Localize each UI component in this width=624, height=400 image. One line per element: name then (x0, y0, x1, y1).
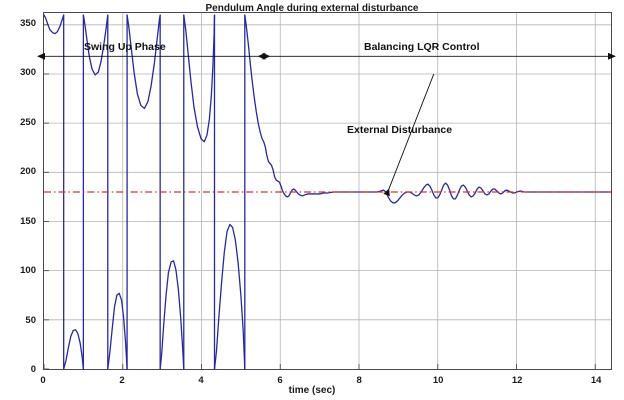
y-tick-label: 0 (30, 364, 36, 375)
y-tick-label: 150 (20, 215, 36, 227)
y-tick-label: 250 (20, 116, 36, 128)
grid-lines (43, 13, 611, 370)
y-tick-label: 200 (20, 166, 36, 178)
x-tick-label: 8 (356, 375, 362, 386)
x-tick-label: 4 (198, 375, 204, 386)
y-tick-label: 100 (20, 265, 36, 277)
y-tick-label: 50 (25, 314, 36, 326)
data-series-group (43, 14, 612, 370)
x-tick-label: 2 (119, 375, 125, 386)
annotation-arrows (37, 52, 616, 197)
y-tick-label: 300 (20, 67, 36, 79)
annotation-balancing-lqr-control: Balancing LQR Control (364, 41, 480, 53)
chart-title: Pendulum Angle during external disturban… (205, 3, 419, 14)
y-tick-label: 350 (20, 17, 36, 29)
x-tick-label: 10 (432, 375, 444, 386)
plot-area (37, 12, 616, 370)
annotation-swing-up-phase: Swing Up Phase (84, 41, 166, 53)
x-tick-label: 6 (277, 375, 283, 386)
x-tick-label: 14 (590, 375, 602, 386)
annotation-external-disturbance: External Disturbance (347, 124, 453, 136)
x-tick-label: 0 (40, 375, 46, 386)
x-axis-label: time (sec) (288, 385, 336, 396)
x-tick-label: 12 (511, 375, 523, 386)
